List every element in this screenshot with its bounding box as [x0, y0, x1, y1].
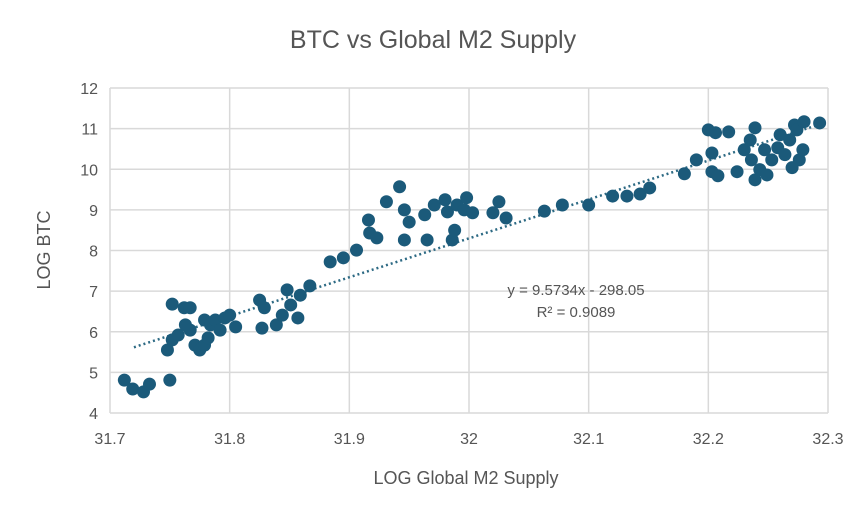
data-point	[492, 195, 506, 209]
trendline	[133, 120, 829, 349]
y-tick-label: 4	[89, 406, 98, 423]
data-point	[257, 301, 271, 315]
data-point	[499, 211, 513, 225]
data-point	[397, 203, 411, 217]
data-point	[163, 373, 177, 387]
data-point	[280, 283, 294, 297]
data-point	[171, 328, 185, 342]
data-point	[420, 233, 434, 247]
data-point	[350, 243, 364, 257]
y-tick-label: 12	[80, 81, 98, 98]
y-tick-label: 6	[89, 325, 98, 342]
data-point	[255, 321, 269, 335]
data-point	[689, 153, 703, 167]
data-point	[269, 318, 283, 332]
data-point	[293, 288, 307, 302]
x-tick-labels: 31.7 31.8 31.9 32 32.1 32.2 32.3	[94, 431, 843, 448]
data-point	[303, 279, 317, 293]
data-point	[773, 128, 787, 142]
data-point	[555, 198, 569, 212]
data-point	[445, 233, 459, 247]
data-point	[466, 206, 480, 220]
data-point	[126, 382, 140, 396]
data-point	[709, 126, 723, 140]
data-point	[229, 320, 243, 334]
data-point	[643, 181, 657, 195]
data-point	[813, 116, 827, 130]
x-tick-label: 32.1	[573, 431, 604, 448]
data-point	[275, 308, 289, 322]
x-tick-label: 31.9	[334, 431, 365, 448]
data-point	[705, 146, 719, 160]
data-point	[765, 153, 779, 167]
x-tick-label: 32.3	[812, 431, 843, 448]
data-point	[201, 331, 215, 345]
x-tick-label: 32.2	[693, 431, 724, 448]
data-point	[142, 377, 156, 391]
y-tick-label: 11	[81, 122, 98, 139]
data-point	[223, 308, 237, 322]
trendline-equation: y = 9.5734x - 298.05	[507, 282, 644, 299]
data-point	[711, 169, 725, 183]
trendline-r2: R² = 0.9089	[537, 304, 616, 321]
data-point	[796, 143, 810, 157]
data-point	[165, 297, 179, 311]
data-point	[486, 206, 500, 220]
data-point	[744, 153, 758, 167]
data-point	[582, 198, 596, 212]
data-point	[160, 343, 174, 357]
data-point	[370, 231, 384, 245]
y-tick-label: 5	[89, 365, 98, 382]
x-tick-label: 31.8	[214, 431, 245, 448]
data-point	[606, 189, 620, 203]
data-point	[183, 323, 197, 337]
data-point	[737, 143, 751, 157]
data-point	[117, 373, 131, 387]
data-point	[393, 180, 407, 194]
data-point	[730, 165, 744, 179]
data-point	[397, 233, 411, 247]
data-point	[743, 133, 757, 147]
y-axis-label: LOG BTC	[34, 210, 54, 289]
data-point	[620, 189, 634, 203]
x-axis-label: LOG Global M2 Supply	[373, 468, 558, 488]
data-points	[117, 115, 827, 399]
data-point	[748, 121, 762, 135]
data-point	[418, 208, 432, 222]
data-point	[758, 143, 772, 157]
y-tick-label: 8	[89, 244, 98, 261]
data-point	[448, 223, 462, 237]
data-point	[361, 213, 375, 227]
y-tick-labels: 4 5 6 7 8 9 10 11 12	[80, 81, 98, 423]
x-tick-label: 32	[460, 431, 478, 448]
data-point	[402, 215, 416, 229]
data-point	[379, 195, 393, 209]
data-point	[440, 205, 454, 219]
data-point	[785, 161, 799, 175]
data-point	[336, 251, 350, 265]
data-point	[427, 198, 441, 212]
data-point	[748, 173, 762, 187]
data-point	[438, 193, 452, 207]
data-point	[323, 255, 337, 269]
chart-title: BTC vs Global M2 Supply	[290, 26, 577, 54]
data-point	[183, 301, 197, 315]
data-point	[291, 311, 305, 325]
data-point	[677, 167, 691, 181]
y-tick-label: 7	[89, 284, 98, 301]
x-tick-label: 31.7	[94, 431, 125, 448]
data-point	[760, 168, 774, 182]
data-point	[213, 323, 227, 337]
data-point	[722, 125, 736, 139]
data-point	[633, 187, 647, 201]
y-tick-label: 10	[80, 162, 98, 179]
data-point	[778, 148, 792, 162]
data-point	[783, 133, 797, 147]
data-point	[797, 115, 811, 129]
data-point	[537, 204, 551, 218]
data-point	[460, 191, 474, 205]
y-tick-label: 9	[89, 203, 98, 220]
data-point	[284, 298, 298, 312]
